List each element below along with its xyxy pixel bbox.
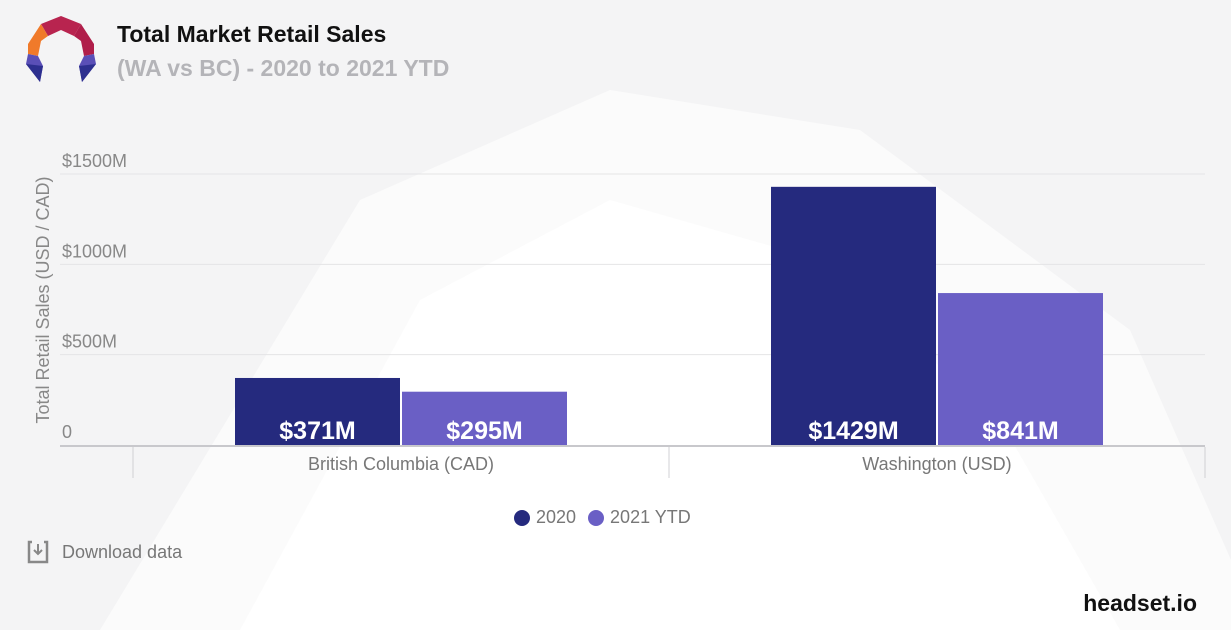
y-axis-label: Total Retail Sales (USD / CAD) <box>33 176 53 423</box>
bar-2020[interactable] <box>771 186 936 445</box>
bar-2021-ytd[interactable] <box>938 293 1103 445</box>
y-tick-label: $1000M <box>62 241 127 261</box>
bar-2021-ytd[interactable] <box>402 391 567 445</box>
chart-subtitle: (WA vs BC) - 2020 to 2021 YTD <box>117 55 450 81</box>
chart-title: Total Market Retail Sales <box>117 21 387 47</box>
x-tick-label: British Columbia (CAD) <box>308 454 494 474</box>
download-label: Download data <box>62 541 183 562</box>
download-data-button[interactable]: Download data <box>26 540 182 564</box>
data-label: $295M <box>446 417 522 445</box>
legend-label: 2020 <box>536 507 577 527</box>
legend-item-2020[interactable]: 2020 <box>514 507 576 528</box>
download-icon <box>27 540 49 564</box>
y-tick-label: $500M <box>62 332 117 352</box>
legend-item-2021-ytd[interactable]: 2021 YTD <box>588 507 691 528</box>
data-label: $1429M <box>808 417 898 445</box>
legend-marker <box>514 509 530 526</box>
bar-2020[interactable] <box>235 377 400 445</box>
data-label: $841M <box>982 417 1058 445</box>
y-tick-label: $1500M <box>62 151 127 171</box>
data-label: $371M <box>279 417 355 445</box>
headset-logo <box>26 16 96 82</box>
brand-label: headset.io <box>1083 590 1197 616</box>
legend-marker <box>588 509 605 526</box>
y-tick-label: 0 <box>62 422 72 442</box>
legend: 2020 2021 YTD <box>514 507 697 528</box>
legend-label: 2021 YTD <box>610 507 691 527</box>
x-tick-label: Washington (USD) <box>862 454 1011 474</box>
